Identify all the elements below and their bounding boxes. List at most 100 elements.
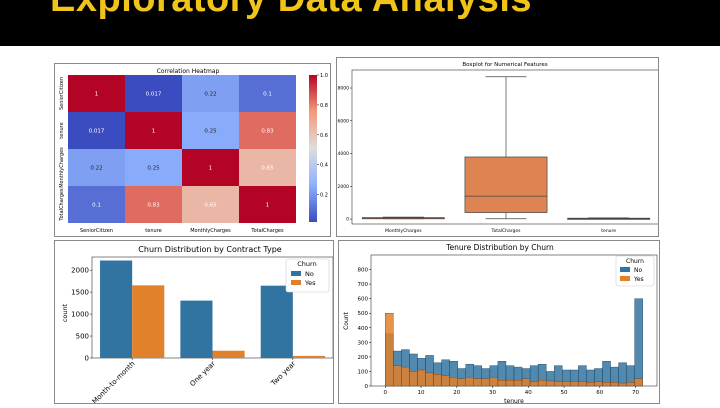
tenure-bar-yes <box>425 372 434 387</box>
tenure-bar-yes <box>562 381 571 387</box>
heatmap-cell <box>182 149 239 186</box>
contract-bar-no <box>180 300 213 358</box>
tenure-bar-yes <box>578 381 587 387</box>
contract-legend-swatch <box>291 280 301 285</box>
heatmap-cell-label: 0.65 <box>261 166 274 172</box>
heatmap-cell-label: 1 <box>152 129 156 135</box>
tenure-bar-yes <box>457 378 466 387</box>
heatmap-cell <box>239 112 296 149</box>
tenure-bar-yes <box>441 375 450 387</box>
tenure-bar-no <box>618 362 627 387</box>
tenure-x-tick-label: 20 <box>453 390 460 396</box>
tenure-bar-yes <box>417 369 426 387</box>
tenure-bar-yes <box>433 374 442 387</box>
tenure-x-tick-label: 10 <box>418 390 425 396</box>
tenure-bar-yes <box>449 377 458 387</box>
heatmap-x-tick-label: TotalCharges <box>250 228 284 234</box>
heatmap-cell <box>239 186 296 223</box>
tenure-bar-yes <box>497 379 507 387</box>
tenure-y-tick-label: 600 <box>358 297 369 303</box>
tenure-x-tick-label: 60 <box>596 390 603 396</box>
tenure-x-tick-label: 40 <box>525 390 532 396</box>
heatmap-cell-label: 0.22 <box>90 166 102 172</box>
contract-ylabel: count <box>61 303 69 322</box>
heatmap-cell <box>239 149 296 186</box>
tenure-bar-yes <box>393 365 402 387</box>
tenure-bar-yes <box>481 378 491 387</box>
tenure-bar-yes <box>602 382 611 387</box>
tenure-bar-yes <box>586 382 595 387</box>
contract-legend-label: No <box>305 270 314 278</box>
tenure-bar-yes <box>385 313 394 387</box>
contract-title: Churn Distribution by Contract Type <box>138 245 281 254</box>
heatmap-cell <box>68 186 125 223</box>
correlation-heatmap: Correlation Heatmap 1 0.017 0.22 0.1 0.017 1 0… <box>59 68 328 234</box>
heatmap-cell-label: 0.25 <box>147 166 160 172</box>
boxplot-y-tick-label: 8000 <box>338 86 350 92</box>
contract-panel: Churn Distribution by Contract Type coun… <box>54 240 334 406</box>
tenure-bar-yes <box>545 380 555 387</box>
colorbar-tick-label: 0.8 <box>320 103 328 109</box>
tenure-legend-title: Churn <box>626 258 644 265</box>
tenure-y-tick-label: 500 <box>358 311 369 317</box>
boxplot-y-tick-label: 4000 <box>338 151 350 157</box>
tenure-x-tick-label: 0 <box>384 390 388 396</box>
heatmap-cell <box>125 112 182 149</box>
contract-y-tick-label: 2000 <box>71 267 89 275</box>
contract-x-tick-label: Two year <box>269 360 297 388</box>
heatmap-y-tick-label: SeniorCitizen <box>59 77 65 110</box>
boxplot-chart: Boxplot for Numerical Features 0 2000 4000… <box>338 62 661 234</box>
heatmap-panel: Correlation Heatmap 1 0.017 0.22 0.1 0.017 1 0… <box>54 63 331 237</box>
tenure-x-tick-label: 30 <box>489 390 496 396</box>
contract-legend-title: Churn <box>297 260 316 268</box>
colorbar-tick-label: 1.0 <box>320 73 328 79</box>
boxplot-x-tick-label: tenure <box>601 228 616 234</box>
tenure-y-tick-label: 200 <box>358 355 369 361</box>
tenure-y-tick-label: 800 <box>358 268 369 274</box>
contract-y-tick-label: 1500 <box>71 289 89 297</box>
heatmap-x-tick-label: MonthlyCharges <box>190 228 231 234</box>
boxplot-y-tick-label: 2000 <box>338 184 350 190</box>
tenure-bar-yes <box>618 382 627 387</box>
heatmap-cell <box>182 112 239 149</box>
contract-x-tick-label: One year <box>189 360 217 388</box>
tenure-legend-label: No <box>634 267 642 274</box>
heatmap-cell-label: 0.25 <box>204 129 217 135</box>
contract-bar-no <box>260 285 293 358</box>
heatmap-cell <box>68 75 125 112</box>
heatmap-title: Correlation Heatmap <box>157 68 220 75</box>
boxplot-title: Boxplot for Numerical Features <box>462 62 547 68</box>
heatmap-cell-label: 0.65 <box>204 203 217 209</box>
heatmap-cell <box>125 186 182 223</box>
tenure-bar-yes <box>537 379 547 387</box>
heatmap-cell <box>68 112 125 149</box>
colorbar-tick-label: 0.6 <box>320 133 328 139</box>
tenure-bar-yes <box>554 381 563 387</box>
tenure-y-tick-label: 300 <box>358 340 369 346</box>
boxplot-y-tick-label: 6000 <box>338 118 350 124</box>
heatmap-cell-label: 1 <box>266 203 270 209</box>
tenure-x-tick-label: 50 <box>561 390 568 396</box>
heatmap-cell <box>68 149 125 186</box>
contract-bar-yes <box>212 350 245 358</box>
heatmap-cell <box>182 186 239 223</box>
contract-y-tick-label: 1000 <box>71 311 89 319</box>
heatmap-cell-label: 1 <box>209 166 213 172</box>
tenure-y-tick-label: 700 <box>358 282 369 288</box>
tenure-bar-yes <box>610 382 619 387</box>
colorbar-tick-label: 0.4 <box>320 163 328 169</box>
colorbar <box>309 75 317 222</box>
contract-bar-chart: Churn Distribution by Contract Type coun… <box>61 245 334 406</box>
heatmap-cell-label: 0.1 <box>263 92 272 98</box>
tenure-xlabel: tenure <box>504 398 524 403</box>
tenure-title: Tenure Distribution by Churn <box>445 243 554 252</box>
contract-bar-no <box>100 260 133 358</box>
tenure-panel: Tenure Distribution by Churn Count tenur… <box>338 240 660 405</box>
boxplot-panel: Boxplot for Numerical Features 0 2000 4000… <box>336 57 661 237</box>
tenure-ylabel: Count <box>343 311 350 329</box>
title-banner: Exploratory Data Analysis <box>0 0 720 46</box>
tenure-bar-yes <box>513 379 523 387</box>
boxplot-x-tick-label: MonthlyCharges <box>385 228 422 234</box>
tenure-y-tick-label: 100 <box>358 369 369 375</box>
heatmap-y-tick-label: TotalCharges <box>59 188 65 222</box>
